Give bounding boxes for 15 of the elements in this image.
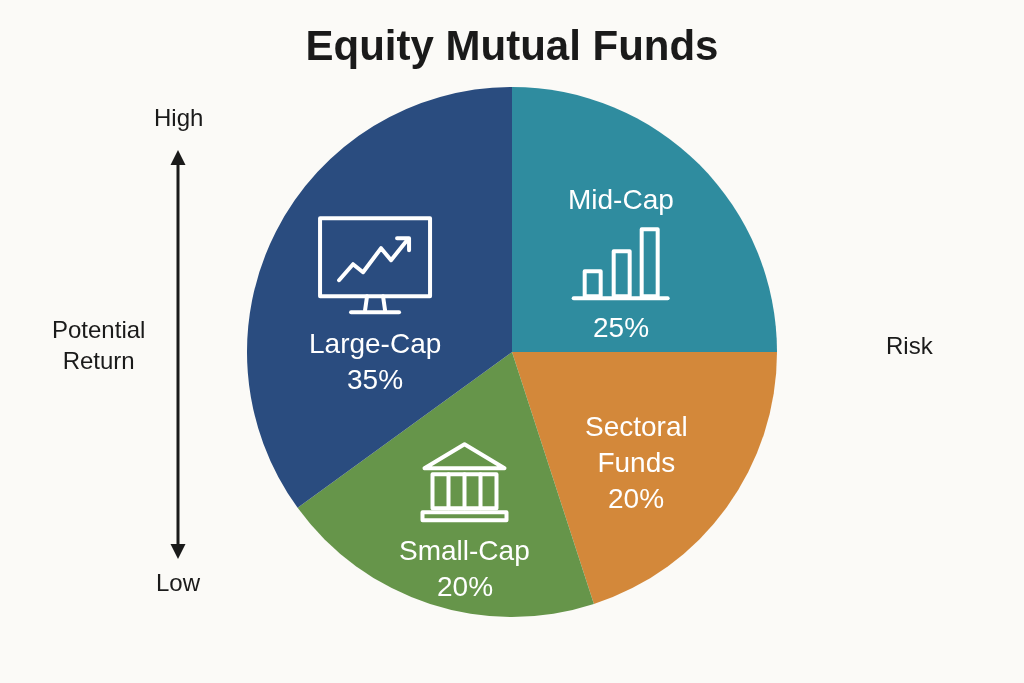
text: High (154, 104, 204, 131)
data-label: 25% (593, 312, 650, 343)
pie-slice (247, 87, 512, 508)
text: Risk (886, 332, 934, 359)
data-label: 20% (437, 571, 494, 602)
data-label: 20% (608, 483, 665, 514)
slice-label: Small-Cap (399, 535, 530, 566)
slice-label: Large-Cap (309, 328, 442, 359)
data-label: 35% (347, 364, 404, 395)
chart-title: Equity Mutual Funds (305, 21, 719, 69)
slice-label: Mid-Cap (568, 184, 674, 215)
text: Potential Return (52, 316, 146, 375)
text: Low (156, 569, 201, 596)
slice-label: Sectoral Funds (585, 411, 688, 479)
pie-slice (512, 87, 777, 352)
